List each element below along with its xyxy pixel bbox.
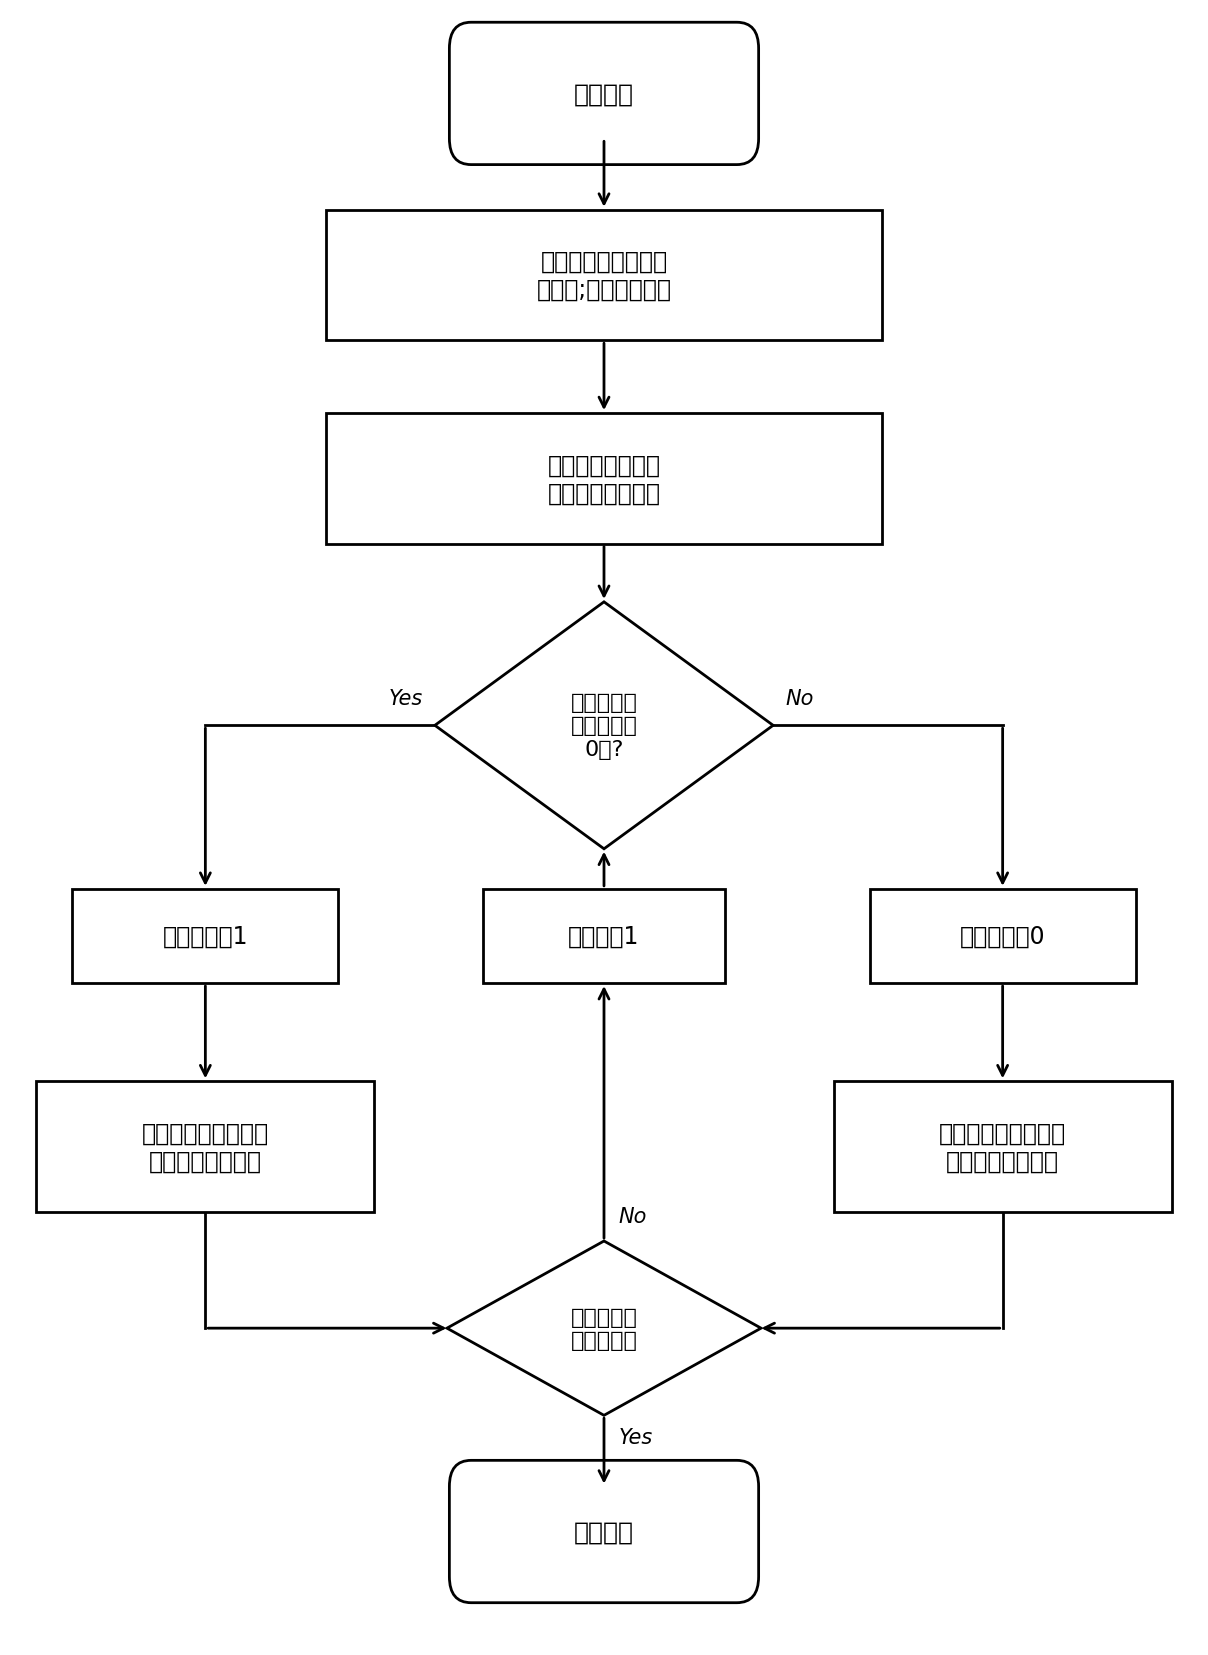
Text: 转换结束: 转换结束	[574, 1519, 634, 1544]
Bar	[326, 414, 882, 544]
FancyBboxPatch shape	[449, 1460, 759, 1602]
Text: Yes: Yes	[618, 1427, 652, 1446]
Text: Yes: Yes	[389, 688, 423, 708]
Text: 切换对应位负电容开
关：基准电压至地: 切换对应位负电容开 关：基准电压至地	[939, 1120, 1067, 1173]
Bar	[326, 210, 882, 341]
Polygon shape	[447, 1241, 761, 1415]
Bar	[870, 889, 1136, 983]
Bar	[834, 1082, 1172, 1211]
Text: 所有电容下极板接基
准电压;初始化电容位: 所有电容下极板接基 准电压;初始化电容位	[536, 250, 672, 301]
Bar	[72, 889, 338, 983]
Text: 转换开始: 转换开始	[574, 83, 634, 106]
Bar	[36, 1082, 374, 1211]
Text: 切换对应位正电容开
关：基准电压至地: 切换对应位正电容开 关：基准电压至地	[141, 1120, 269, 1173]
Text: 比较器输出0: 比较器输出0	[960, 925, 1045, 948]
Text: 电容位减1: 电容位减1	[568, 925, 640, 948]
Text: No: No	[618, 1206, 646, 1226]
Text: No: No	[785, 688, 813, 708]
Polygon shape	[435, 602, 773, 849]
Text: 比较器输出1: 比较器输出1	[163, 925, 248, 948]
Text: 采样差分输入模拟
电压到比较器两端: 采样差分输入模拟 电压到比较器两端	[547, 453, 661, 505]
FancyBboxPatch shape	[449, 23, 759, 166]
Text: 是否切换至
最低位电容: 是否切换至 最低位电容	[570, 1307, 638, 1350]
Text: 比较器两端
电压是否比
0大?: 比较器两端 电压是否比 0大?	[570, 693, 638, 760]
Bar	[483, 889, 725, 983]
